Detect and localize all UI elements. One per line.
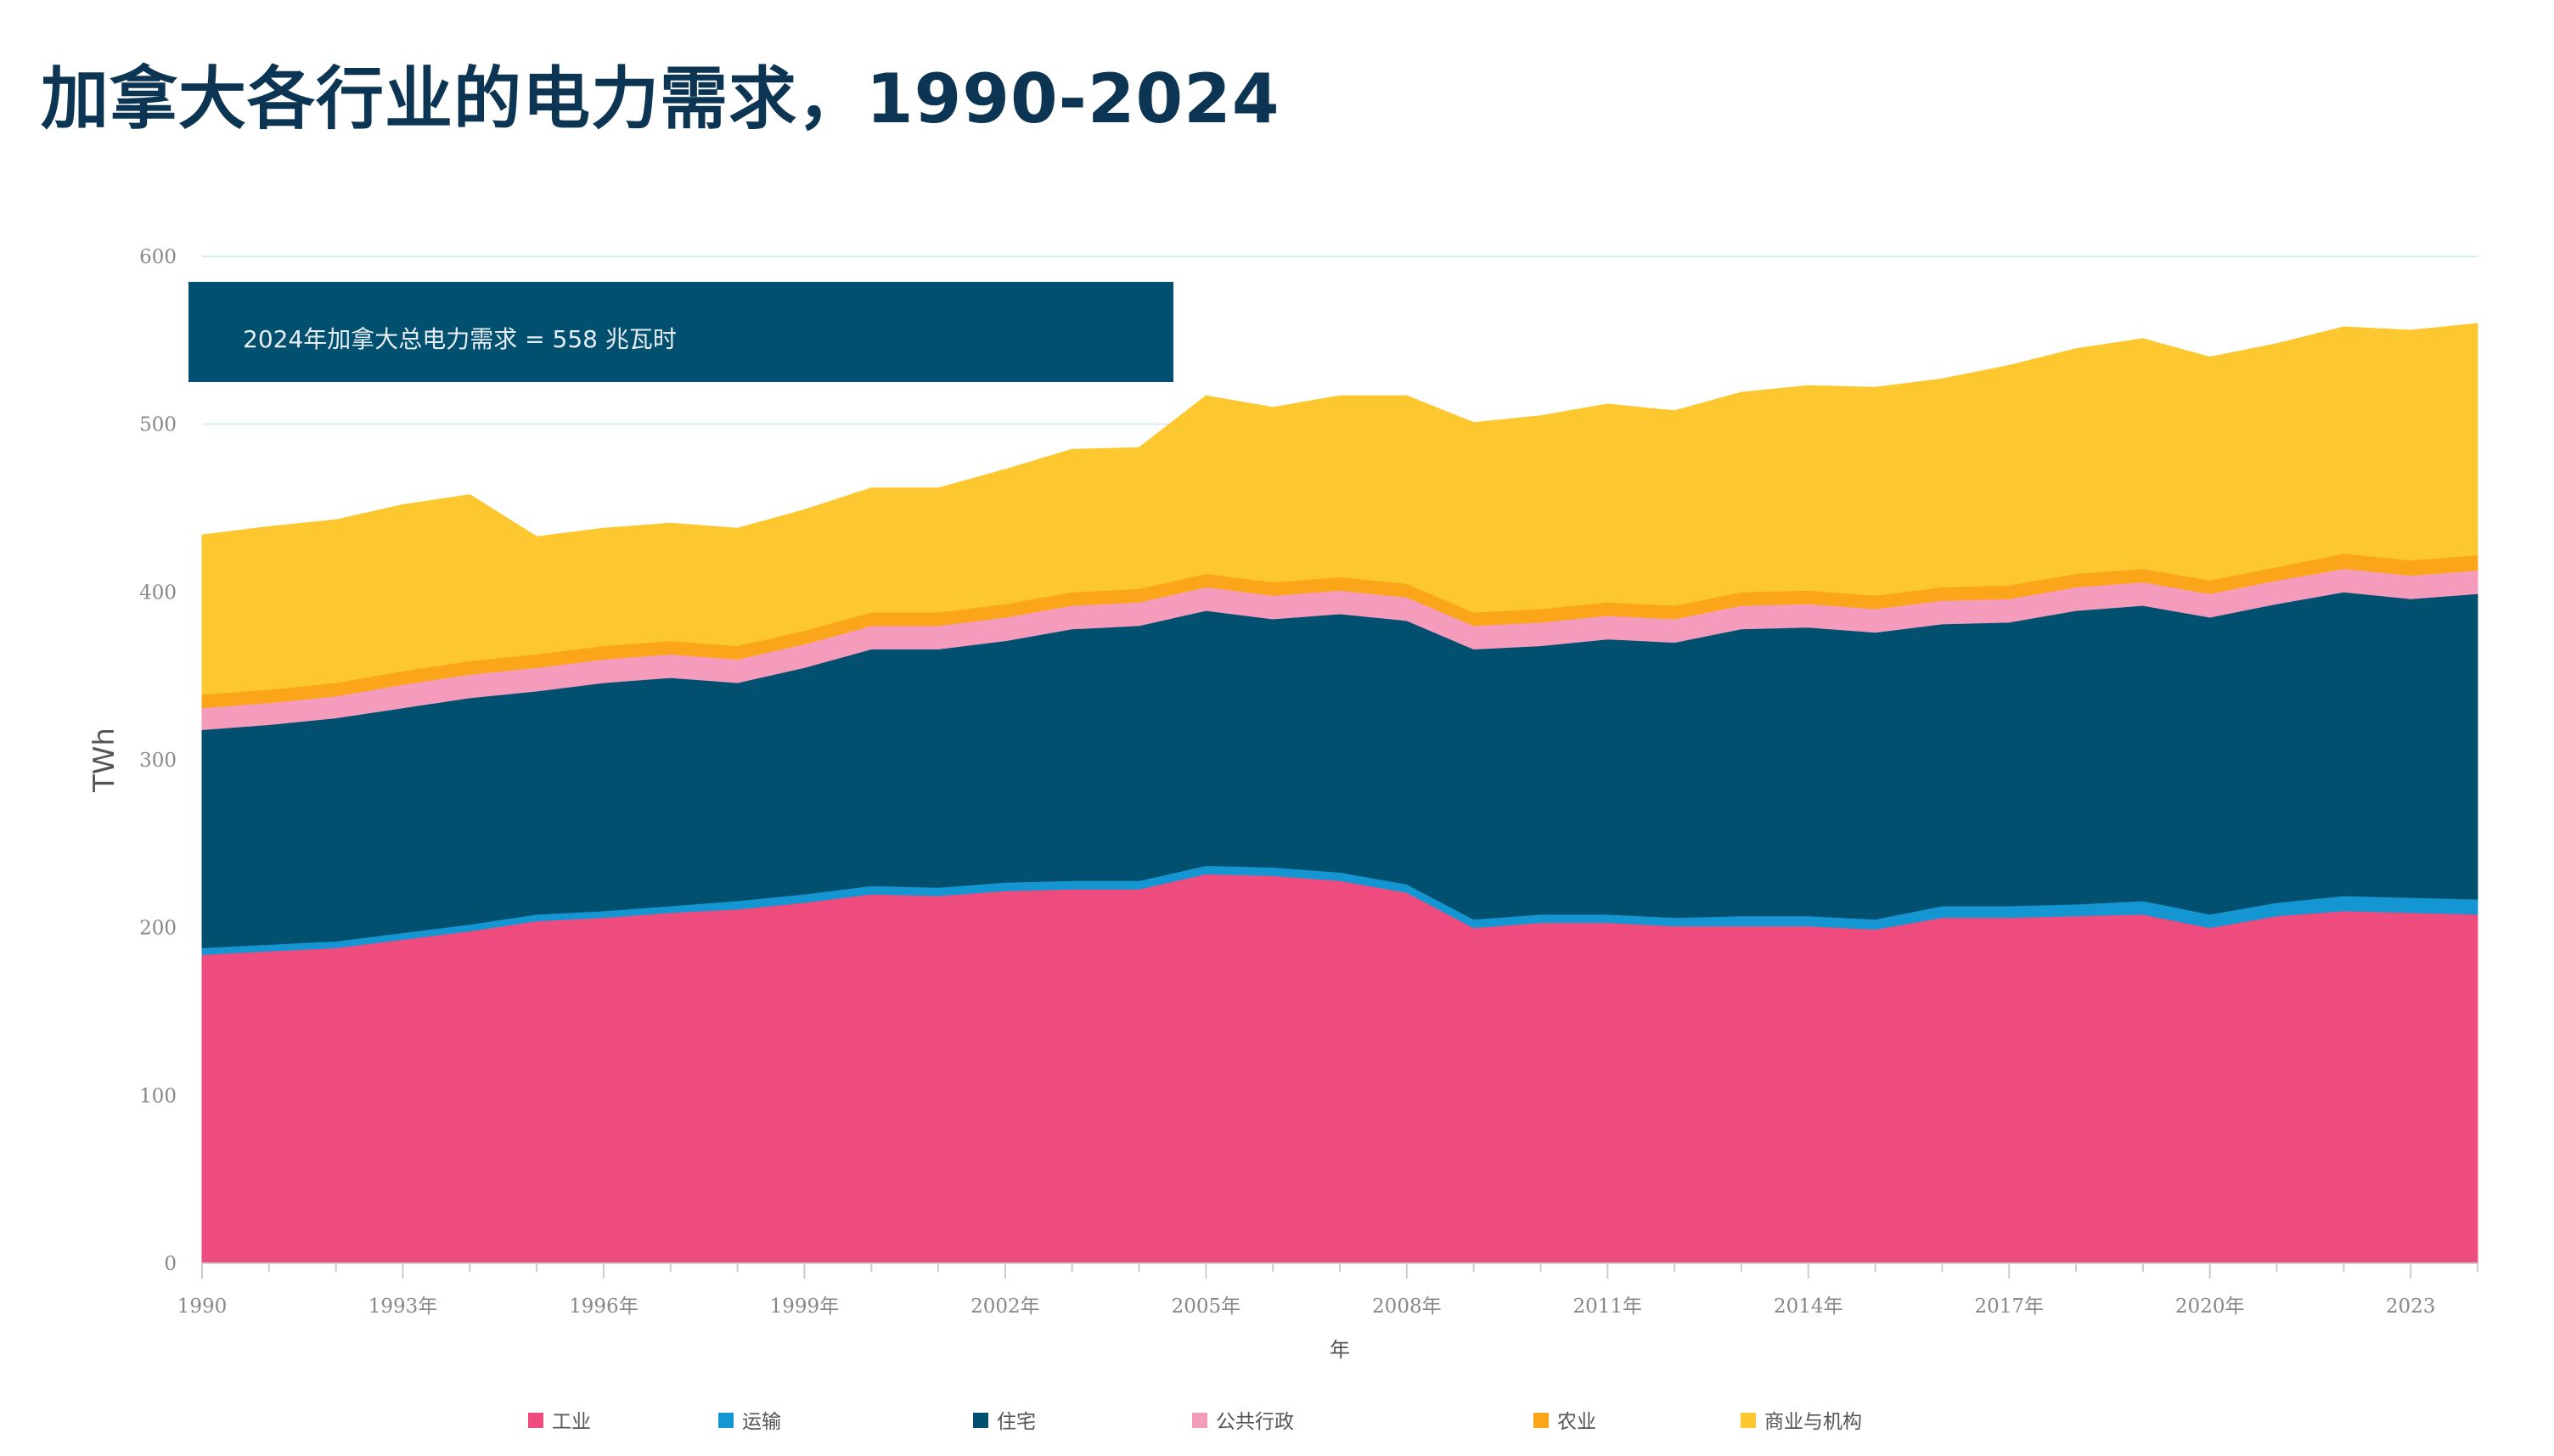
y-tick-label: 400 bbox=[139, 582, 177, 604]
x-tick-label: 2014年 bbox=[1774, 1296, 1843, 1318]
x-tick-label: 2008年 bbox=[1372, 1296, 1442, 1318]
legend-swatch bbox=[1741, 1413, 1756, 1428]
y-tick-label: 500 bbox=[139, 414, 177, 436]
legend-label: 公共行政 bbox=[1216, 1411, 1294, 1433]
y-axis-title: TWh bbox=[87, 728, 121, 793]
legend-label: 运输 bbox=[742, 1411, 781, 1433]
axes: 1990 1993年 1996年 1999年 2002年 2005年 2008年 2011年 2… bbox=[87, 728, 2478, 1362]
y-tick-label: 600 bbox=[139, 246, 177, 268]
y-tick-label: 200 bbox=[139, 918, 177, 940]
y-tick-label: 100 bbox=[139, 1085, 177, 1107]
area-series bbox=[201, 323, 2478, 1264]
legend-swatch bbox=[973, 1413, 988, 1428]
legend-swatch bbox=[718, 1413, 734, 1428]
legend-swatch bbox=[528, 1413, 543, 1428]
legend: 工业 运输 住宅 公共行政 农业 商业与机构 bbox=[528, 1411, 1862, 1433]
legend-label: 农业 bbox=[1557, 1411, 1596, 1433]
legend-swatch bbox=[1533, 1413, 1549, 1428]
y-tick-label: 300 bbox=[139, 750, 177, 772]
legend-label: 工业 bbox=[552, 1411, 591, 1433]
y-tick-label: 0 bbox=[164, 1253, 177, 1275]
x-tick-label: 1996年 bbox=[569, 1296, 638, 1318]
x-tick-label: 2017年 bbox=[1974, 1296, 2044, 1318]
x-tick-label: 2020年 bbox=[2175, 1296, 2245, 1318]
x-tick-label: 1993年 bbox=[368, 1296, 438, 1318]
page-title: 加拿大各行业的电力需求，1990-2024 bbox=[41, 59, 1280, 138]
x-tick-label: 2023 bbox=[2386, 1296, 2436, 1318]
legend-label: 住宅 bbox=[997, 1411, 1036, 1433]
legend-swatch bbox=[1192, 1413, 1207, 1428]
annotation-text: 2024年加拿大总电力需求 = 558 兆瓦时 bbox=[243, 325, 677, 353]
x-tick-label: 2011年 bbox=[1573, 1296, 1643, 1318]
x-tick-label: 2005年 bbox=[1172, 1296, 1241, 1318]
x-tick-label: 1999年 bbox=[770, 1296, 840, 1318]
x-axis-title: 年 bbox=[1330, 1338, 1350, 1362]
area-series-6 bbox=[201, 323, 2478, 695]
annotation-box bbox=[188, 282, 1173, 382]
legend-label: 商业与机构 bbox=[1764, 1411, 1862, 1433]
area-series-1 bbox=[201, 873, 2478, 1264]
total-demand-annotation: 2024年加拿大总电力需求 = 558 兆瓦时 bbox=[188, 282, 1173, 382]
x-tick-label: 1990 bbox=[177, 1296, 228, 1318]
x-tick-label: 2002年 bbox=[970, 1296, 1040, 1318]
